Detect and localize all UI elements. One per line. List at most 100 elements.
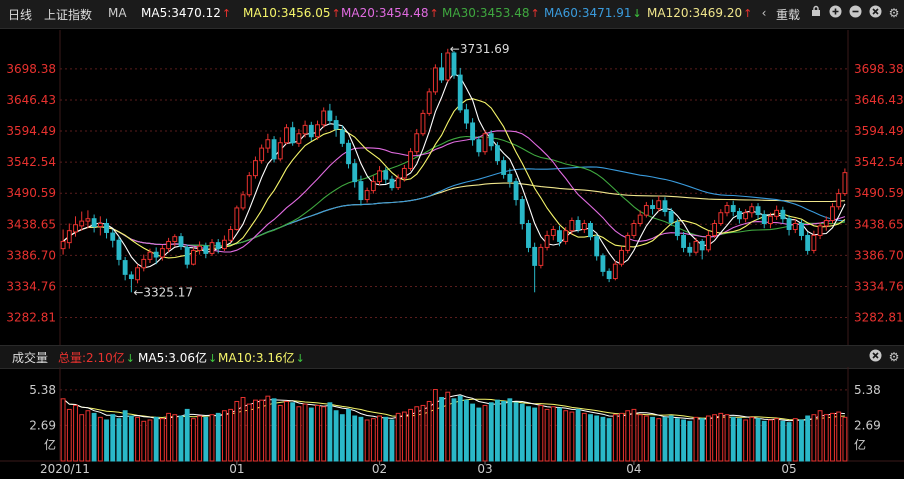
candle-body — [575, 220, 581, 230]
volume-bar — [699, 418, 705, 462]
volume-bar — [786, 422, 792, 462]
volume-bar — [507, 398, 513, 462]
volume-settings-gear-icon[interactable]: ⚙ — [888, 350, 900, 364]
volume-bar — [482, 404, 488, 462]
volume-bar — [619, 412, 624, 462]
y-tick-label-left: 3594.49 — [6, 124, 56, 138]
candle-body — [228, 228, 234, 241]
volume-bar — [259, 399, 265, 462]
volume-bar — [662, 416, 668, 462]
volume-bar — [836, 411, 842, 462]
candle-body — [656, 200, 662, 210]
ma5-value: MA5:3470.12↑ — [141, 6, 232, 20]
ma10-arrow-icon: ↑ — [331, 7, 341, 20]
candle-body — [401, 167, 407, 179]
volume-close-icon[interactable] — [867, 349, 883, 365]
volume-y-tick-right: 亿 — [854, 437, 866, 452]
candle-body — [122, 260, 128, 275]
ma60-value: MA60:3471.91↓ — [544, 6, 642, 20]
candle-body — [339, 129, 345, 144]
candlestick-chart[interactable]: 3698.38 3646.43 3594.49 3542.54 3490.59 3438.… — [0, 0, 904, 345]
volume-bar — [315, 404, 320, 462]
candle-body — [650, 205, 655, 210]
ma10-value: MA10:3456.05↑ — [243, 6, 341, 20]
volume-bar — [308, 407, 314, 462]
chevron-left-icon[interactable]: ‹ — [761, 6, 767, 20]
candle-body — [687, 246, 693, 253]
candle-body — [97, 222, 103, 227]
volume-bar — [780, 420, 786, 462]
volume-bar — [253, 399, 258, 462]
candle-body — [495, 145, 500, 162]
volume-bar — [439, 396, 445, 462]
volume-bar — [588, 414, 593, 462]
candle-body — [662, 200, 668, 213]
volume-bar — [749, 416, 755, 462]
volume-bar — [327, 402, 333, 462]
close-icon[interactable] — [867, 5, 883, 21]
volume-bar — [116, 418, 122, 462]
candle-body — [209, 242, 215, 254]
candle-body — [842, 172, 848, 195]
settings-gear-icon[interactable]: ⚙ — [888, 6, 900, 20]
ma30-arrow-icon: ↑ — [530, 7, 540, 20]
volume-bar — [377, 415, 382, 462]
zoom-out-icon[interactable] — [847, 5, 863, 21]
candle-body — [612, 263, 618, 280]
zoom-in-icon[interactable] — [827, 5, 843, 21]
volume-y-tick-left: 2.69 — [29, 418, 56, 432]
x-tick-label: 2020/11 — [40, 462, 90, 476]
volume-bar — [817, 410, 823, 462]
volume-bar — [712, 414, 718, 462]
candle-body — [805, 234, 811, 251]
volume-bar — [463, 399, 469, 462]
volume-title: 成交量 — [12, 351, 49, 365]
ma-label: MA — [108, 6, 127, 20]
ma20-arrow-icon: ↑ — [429, 7, 439, 20]
candle-body — [705, 234, 711, 251]
candle-body — [203, 245, 209, 254]
candle-body — [358, 181, 364, 201]
candle-body — [544, 234, 550, 248]
candle-body — [501, 160, 507, 175]
candle-body — [718, 212, 724, 224]
volume-total: 总量:2.10亿↓ — [58, 351, 135, 365]
volume-chart[interactable]: 5.38 5.38 2.69 2.69 亿 亿 2020/11 01 02 03 04 05 — [0, 367, 904, 479]
volume-bar — [240, 396, 246, 462]
candle-body — [712, 222, 718, 236]
candle-body — [755, 206, 761, 216]
volume-bar — [687, 420, 693, 462]
reset-button[interactable]: 重载 — [776, 8, 801, 22]
candle-body — [724, 205, 730, 214]
ma10-line — [62, 98, 846, 259]
candle-body — [327, 110, 333, 122]
volume-bar — [284, 400, 289, 462]
y-tick-label-right: 3542.54 — [854, 155, 904, 169]
volume-bar — [774, 418, 780, 462]
volume-bar — [457, 395, 463, 462]
chart-toolbar: 日线 上证指数 MA MA5:3470.12↑ MA10:3456.05↑ MA… — [0, 0, 904, 29]
volume-bar — [135, 416, 140, 462]
y-tick-label-left: 3386.70 — [6, 248, 56, 262]
candle-body — [302, 124, 308, 135]
y-tick-label-right: 3646.43 — [854, 93, 904, 107]
volume-bar — [432, 389, 438, 462]
candle-body — [265, 139, 271, 149]
index-name[interactable]: 上证指数 — [44, 8, 93, 22]
volume-bar — [705, 415, 711, 462]
period-selector[interactable]: 日线 — [8, 8, 33, 22]
volume-bar — [569, 411, 575, 462]
volume-bar — [768, 419, 773, 462]
candle-body — [774, 209, 780, 217]
lock-icon[interactable] — [808, 5, 824, 21]
candle-body — [222, 239, 227, 250]
y-tick-label-left: 3334.76 — [6, 279, 56, 293]
candle-body — [197, 245, 203, 251]
candle-body — [414, 133, 420, 153]
ma5-arrow-icon: ↑ — [221, 7, 232, 20]
volume-bar — [408, 408, 413, 462]
candle-body — [277, 142, 283, 160]
volume-total-arrow-icon: ↓ — [125, 352, 135, 365]
ma120-value: MA120:3469.20↑ — [647, 6, 753, 20]
volume-bar — [346, 408, 351, 462]
